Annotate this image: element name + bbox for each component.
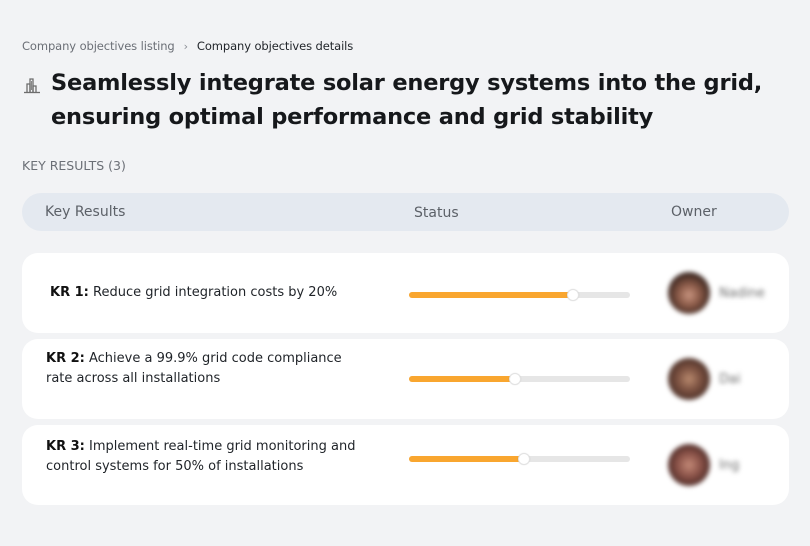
owner-name: Dai xyxy=(719,371,741,387)
key-result-id: KR 1: xyxy=(50,285,89,300)
key-result-row[interactable]: KR 3: Implement real-time grid monitorin… xyxy=(22,425,789,505)
progress-slider[interactable] xyxy=(409,453,630,465)
progress-fill xyxy=(409,376,516,382)
owner[interactable]: Dai xyxy=(668,358,741,400)
progress-fill xyxy=(409,456,524,462)
progress-slider-thumb[interactable] xyxy=(566,289,579,301)
column-header-status: Status xyxy=(414,205,459,221)
table-header: Key Results Status Owner xyxy=(22,193,789,231)
avatar xyxy=(668,358,710,400)
breadcrumb-link-listing[interactable]: Company objectives listing xyxy=(22,39,175,53)
key-result-id: KR 2: xyxy=(46,351,85,366)
breadcrumb: Company objectives listing › Company obj… xyxy=(22,39,353,53)
owner[interactable]: Ing xyxy=(668,444,739,486)
key-result-description: Implement real-time grid monitoring and … xyxy=(46,439,356,474)
owner-name: Nadine xyxy=(719,285,765,301)
breadcrumb-current: Company objectives details xyxy=(196,39,354,53)
objective-header: Seamlessly integrate solar energy system… xyxy=(22,66,771,134)
key-result-row[interactable]: KR 1: Reduce grid integration costs by 2… xyxy=(22,253,789,333)
chevron-right-icon: › xyxy=(183,39,188,53)
key-results-count-label: KEY RESULTS (3) xyxy=(22,158,126,173)
progress-slider-thumb[interactable] xyxy=(509,373,522,385)
building-chart-icon xyxy=(22,75,44,97)
key-result-row[interactable]: KR 2: Achieve a 99.9% grid code complian… xyxy=(22,339,789,419)
key-result-text: KR 3: Implement real-time grid monitorin… xyxy=(46,437,356,477)
column-header-owner: Owner xyxy=(671,204,717,220)
progress-fill xyxy=(409,292,573,298)
avatar xyxy=(668,444,710,486)
key-result-description: Reduce grid integration costs by 20% xyxy=(93,285,338,300)
owner-name: Ing xyxy=(719,457,740,473)
key-result-id: KR 3: xyxy=(46,439,85,454)
key-result-text: KR 1: Reduce grid integration costs by 2… xyxy=(50,283,380,303)
progress-slider[interactable] xyxy=(409,289,630,301)
key-result-text: KR 2: Achieve a 99.9% grid code complian… xyxy=(46,349,356,389)
progress-slider-thumb[interactable] xyxy=(517,453,530,465)
progress-slider[interactable] xyxy=(409,373,630,385)
avatar xyxy=(668,272,710,314)
owner[interactable]: Nadine xyxy=(668,272,765,314)
column-header-key-results: Key Results xyxy=(45,204,126,220)
page-title: Seamlessly integrate solar energy system… xyxy=(51,70,763,130)
key-result-description: Achieve a 99.9% grid code compliance rat… xyxy=(46,351,342,386)
